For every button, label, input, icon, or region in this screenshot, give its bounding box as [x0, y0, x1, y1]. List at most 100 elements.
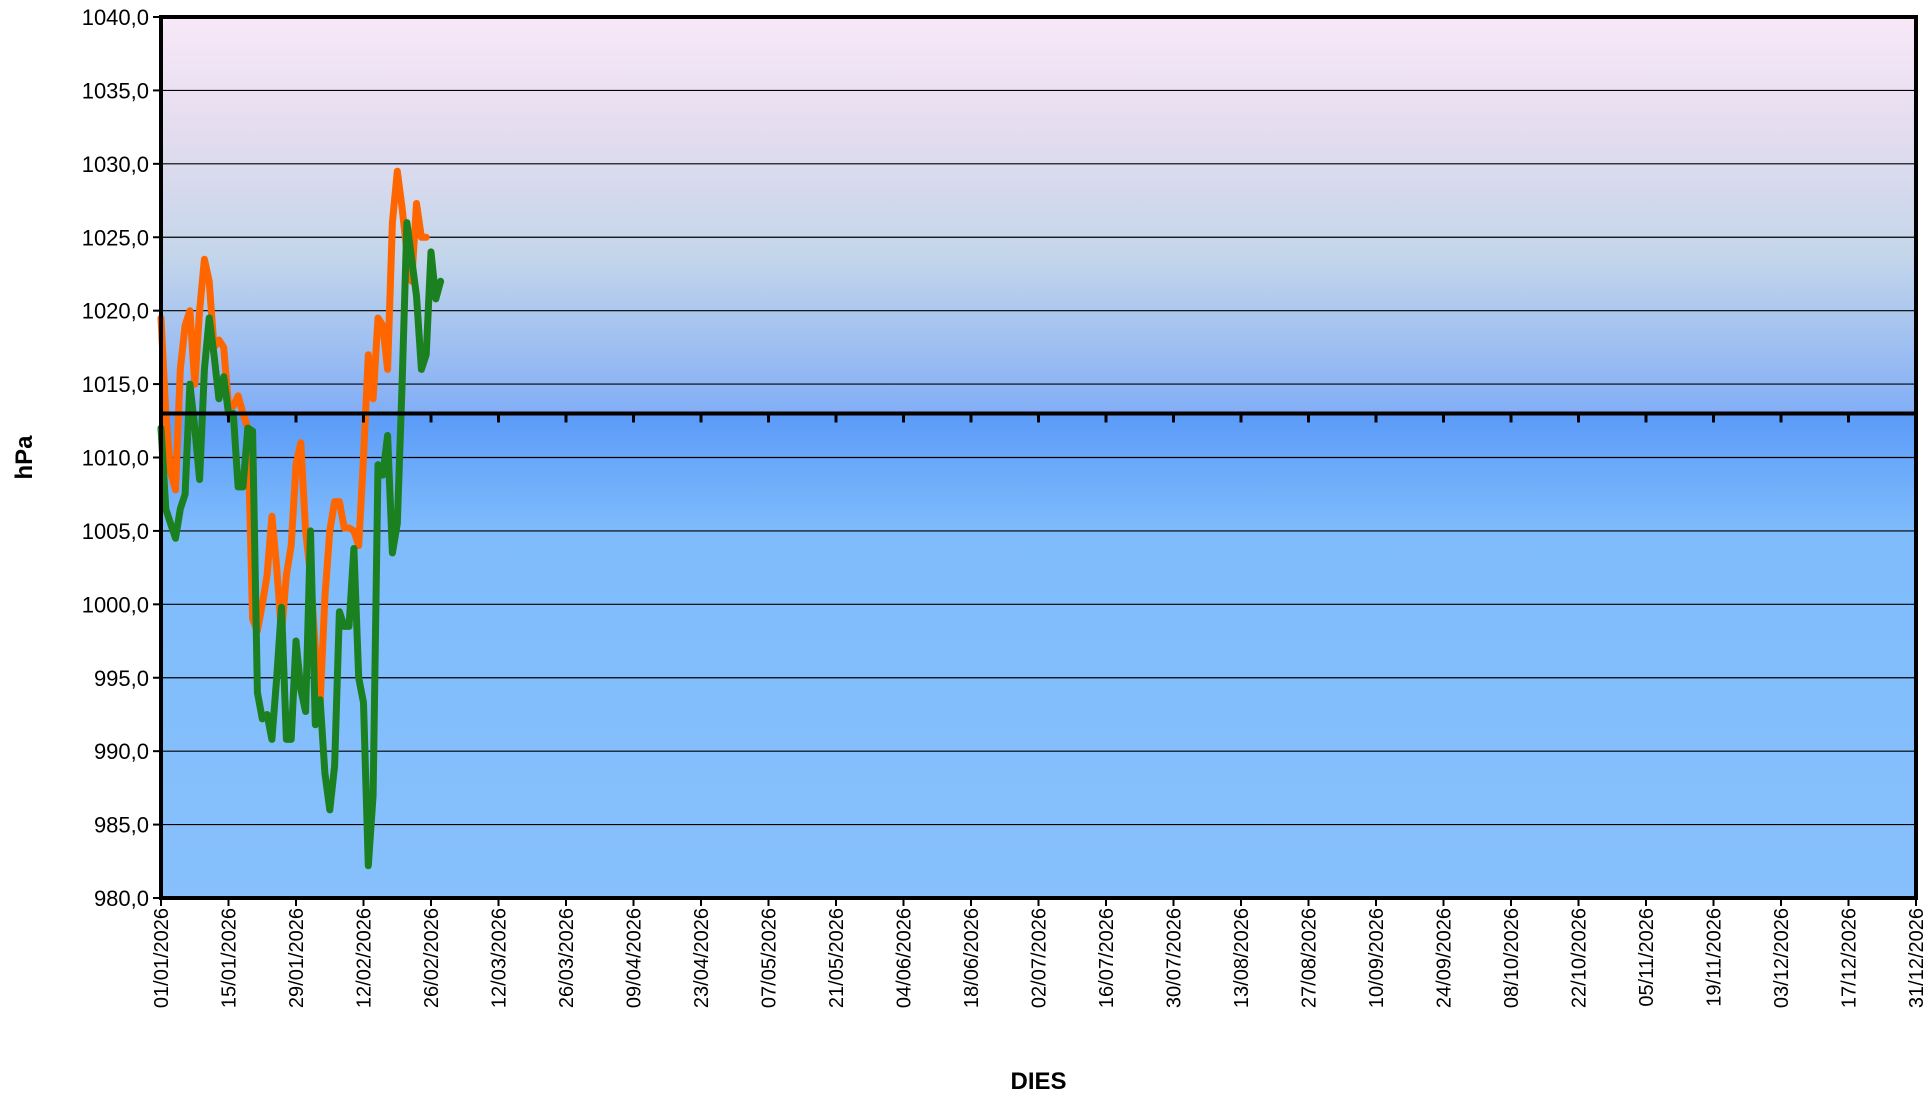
- x-tick-label: 22/10/2026: [1569, 908, 1591, 1008]
- x-tick-label: 07/05/2026: [759, 908, 781, 1008]
- data-point: [198, 478, 202, 481]
- series-1: [157, 167, 430, 708]
- data-point: [386, 434, 390, 437]
- x-tick-label: 26/03/2026: [556, 908, 578, 1008]
- x-tick-label: 04/06/2026: [894, 908, 916, 1008]
- data-point: [328, 808, 332, 812]
- y-tick-label: 1035,0: [82, 78, 149, 103]
- plot-background-upper: [161, 17, 1916, 414]
- data-point: [183, 323, 187, 327]
- x-tick-label: 27/08/2026: [1299, 908, 1321, 1008]
- data-point: [231, 404, 235, 408]
- data-point: [419, 367, 423, 371]
- y-tick-label: 995,0: [94, 666, 149, 691]
- x-tick-label: 08/10/2026: [1501, 908, 1523, 1008]
- data-point: [178, 367, 182, 371]
- y-tick-label: 980,0: [94, 886, 149, 911]
- data-point: [178, 507, 182, 511]
- data-point: [390, 551, 394, 555]
- data-point: [284, 573, 288, 577]
- y-tick-label: 1015,0: [82, 372, 149, 397]
- y-tick-label: 985,0: [94, 813, 149, 838]
- y-tick-label: 1020,0: [82, 299, 149, 324]
- y-tick-label: 1005,0: [82, 519, 149, 544]
- x-tick-label: 09/04/2026: [624, 908, 646, 1008]
- y-tick-label: 1000,0: [82, 592, 149, 617]
- data-point: [424, 353, 428, 357]
- y-tick-label: 1040,0: [82, 5, 149, 30]
- y-tick-label: 1030,0: [82, 152, 149, 177]
- data-point: [255, 690, 259, 694]
- x-tick-label: 30/07/2026: [1164, 908, 1186, 1008]
- x-tick-label: 19/11/2026: [1704, 908, 1726, 1007]
- data-point: [434, 297, 438, 301]
- data-point: [366, 353, 370, 357]
- y-tick-label: 1010,0: [82, 446, 149, 471]
- data-point: [371, 793, 375, 797]
- x-tick-label: 24/09/2026: [1434, 908, 1456, 1008]
- data-point: [381, 473, 385, 477]
- data-point: [260, 602, 264, 606]
- data-point: [193, 426, 197, 430]
- data-point: [395, 169, 399, 173]
- x-axis-ticks: 01/01/2026 15/01/2026 29/01/2026 12/02/2026…: [151, 898, 1928, 1008]
- data-point: [207, 279, 211, 283]
- data-point: [217, 338, 221, 342]
- data-point: [284, 737, 288, 741]
- data-point: [265, 573, 269, 577]
- data-point: [376, 463, 380, 467]
- x-axis-title: DIES: [1010, 1068, 1066, 1095]
- data-point: [395, 522, 399, 526]
- plot-background: [161, 17, 1916, 898]
- x-tick-label: 02/07/2026: [1029, 908, 1051, 1008]
- y-tick-label: 990,0: [94, 739, 149, 764]
- x-tick-label: 01/01/2026: [151, 908, 173, 1008]
- x-tick-label: 05/11/2026: [1636, 908, 1658, 1007]
- data-point: [188, 382, 192, 386]
- data-point: [289, 737, 293, 741]
- plot-background-lower: [161, 413, 1916, 898]
- data-point: [198, 309, 202, 313]
- x-tick-label: 15/01/2026: [219, 908, 241, 1008]
- data-point: [207, 316, 211, 320]
- data-point: [169, 470, 173, 474]
- data-point: [270, 514, 274, 518]
- data-point: [289, 544, 293, 548]
- data-point: [323, 595, 327, 599]
- data-point: [265, 713, 269, 716]
- y-tick-label: 1025,0: [82, 225, 149, 250]
- data-point: [202, 257, 206, 261]
- data-point: [410, 257, 414, 261]
- data-point: [362, 456, 365, 459]
- data-point: [333, 500, 337, 504]
- data-point: [424, 235, 428, 239]
- data-point: [323, 771, 327, 775]
- data-point: [390, 221, 394, 225]
- x-tick-label: 10/09/2026: [1366, 908, 1388, 1008]
- data-point: [328, 529, 332, 533]
- data-point: [164, 507, 168, 511]
- data-point: [366, 864, 370, 868]
- data-point: [304, 529, 308, 533]
- data-point: [386, 367, 390, 371]
- data-point: [202, 367, 206, 371]
- data-point: [299, 688, 303, 691]
- data-point: [357, 676, 361, 680]
- x-tick-label: 23/04/2026: [691, 908, 713, 1008]
- data-point: [376, 316, 380, 320]
- data-point: [309, 529, 312, 533]
- data-point: [371, 397, 375, 401]
- x-tick-label: 21/05/2026: [826, 908, 848, 1008]
- data-point: [381, 323, 385, 327]
- data-point: [342, 526, 346, 530]
- data-point: [337, 500, 341, 504]
- data-point: [174, 488, 177, 492]
- data-point: [169, 522, 173, 526]
- gridlines: [161, 89, 1916, 826]
- x-tick-label: 13/08/2026: [1231, 908, 1253, 1008]
- data-point: [236, 394, 240, 398]
- data-point: [357, 544, 361, 548]
- data-point: [193, 382, 197, 386]
- x-tick-label: 16/07/2026: [1096, 908, 1118, 1008]
